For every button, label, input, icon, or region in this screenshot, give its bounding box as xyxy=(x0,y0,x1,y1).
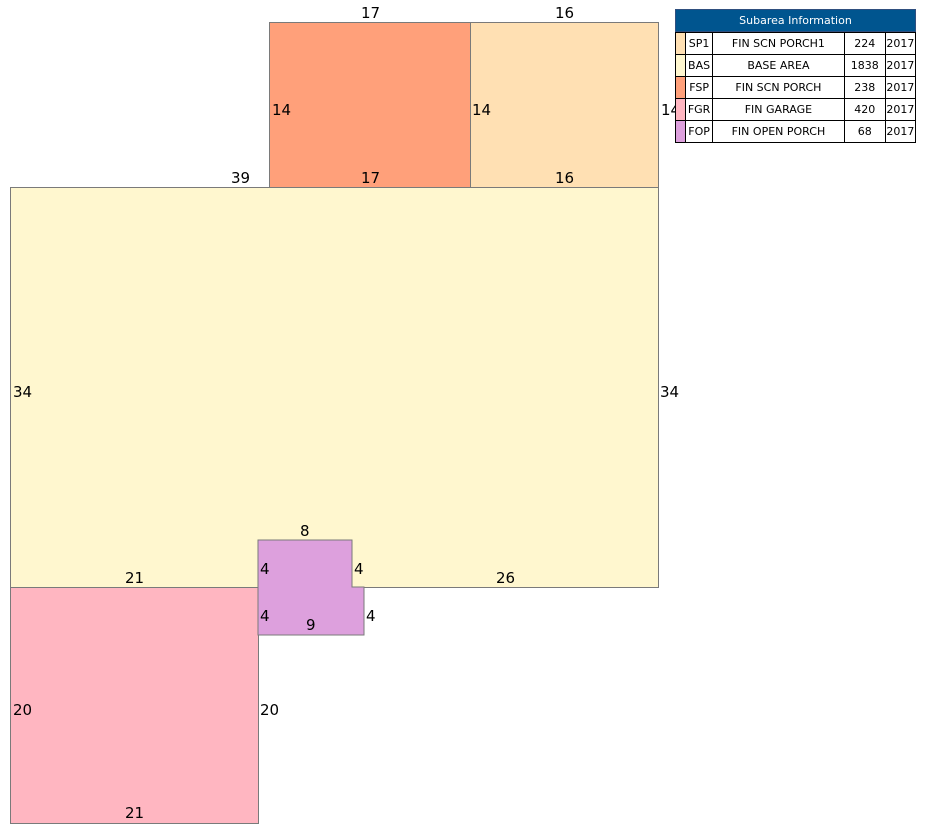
fop-bottom-dimension: 9 xyxy=(306,616,316,634)
fin-open-porch-shape xyxy=(257,539,365,636)
subarea-legend: Subarea Information SP1 FIN SCN PORCH1 224… xyxy=(674,9,917,143)
fsp-bottom-dimension: 17 xyxy=(361,169,381,187)
fin-garage-area xyxy=(10,587,259,824)
base-area xyxy=(10,187,659,588)
bas-top-left-dimension: 39 xyxy=(231,169,251,187)
legend-swatch xyxy=(674,98,687,121)
fop-lower-left-dimension: 4 xyxy=(260,607,270,625)
legend-code: SP1 xyxy=(685,32,714,55)
legend-year: 2017 xyxy=(884,54,917,77)
legend-year: 2017 xyxy=(884,98,917,121)
bas-right-dimension: 34 xyxy=(660,383,680,401)
legend-description: BASE AREA xyxy=(712,54,845,77)
sp1-top-dimension: 16 xyxy=(555,4,575,22)
fop-upper-left-dimension: 4 xyxy=(260,560,270,578)
legend-code: FGR xyxy=(685,98,714,121)
fgr-left-dimension: 20 xyxy=(13,701,33,719)
legend-row: BAS BASE AREA 1838 2017 xyxy=(674,54,917,77)
legend-row: SP1 FIN SCN PORCH1 224 2017 xyxy=(674,32,917,55)
legend-code: FOP xyxy=(685,120,714,143)
bas-bottom-right-dimension: 26 xyxy=(496,569,516,587)
legend-code: FSP xyxy=(685,76,714,99)
fgr-bottom-dimension: 21 xyxy=(125,804,145,822)
legend-description: FIN SCN PORCH xyxy=(712,76,845,99)
legend-row: FSP FIN SCN PORCH 238 2017 xyxy=(674,76,917,99)
bas-bottom-left-dimension: 21 xyxy=(125,569,145,587)
legend-area-sqft: 1838 xyxy=(843,54,886,77)
fop-top-dimension: 8 xyxy=(300,522,310,540)
legend-table: SP1 FIN SCN PORCH1 224 2017 BAS BASE AREA 1838… xyxy=(674,32,917,143)
fin-scn-porch-area xyxy=(269,22,471,188)
legend-description: FIN OPEN PORCH xyxy=(712,120,845,143)
fin-scn-porch1-area xyxy=(470,22,659,188)
legend-area-sqft: 420 xyxy=(843,98,886,121)
legend-description: FIN GARAGE xyxy=(712,98,845,121)
fsp-left-dimension: 14 xyxy=(272,101,292,119)
fgr-right-dimension: 20 xyxy=(260,701,280,719)
legend-header: Subarea Information xyxy=(675,9,916,32)
legend-area-sqft: 224 xyxy=(843,32,886,55)
legend-year: 2017 xyxy=(884,120,917,143)
fop-upper-right-dimension: 4 xyxy=(354,560,364,578)
legend-row: FGR FIN GARAGE 420 2017 xyxy=(674,98,917,121)
legend-swatch xyxy=(674,76,687,99)
fop-lower-right-dimension: 4 xyxy=(366,607,376,625)
sp1-bottom-dimension: 16 xyxy=(555,169,575,187)
fsp-top-dimension: 17 xyxy=(361,4,381,22)
legend-year: 2017 xyxy=(884,32,917,55)
fsp-right-dimension: 14 xyxy=(472,101,492,119)
legend-swatch xyxy=(674,32,687,55)
legend-swatch xyxy=(674,54,687,77)
legend-area-sqft: 238 xyxy=(843,76,886,99)
legend-area-sqft: 68 xyxy=(843,120,886,143)
legend-code: BAS xyxy=(685,54,714,77)
legend-year: 2017 xyxy=(884,76,917,99)
legend-row: FOP FIN OPEN PORCH 68 2017 xyxy=(674,120,917,143)
legend-swatch xyxy=(674,120,687,143)
bas-left-dimension: 34 xyxy=(13,383,33,401)
legend-description: FIN SCN PORCH1 xyxy=(712,32,845,55)
